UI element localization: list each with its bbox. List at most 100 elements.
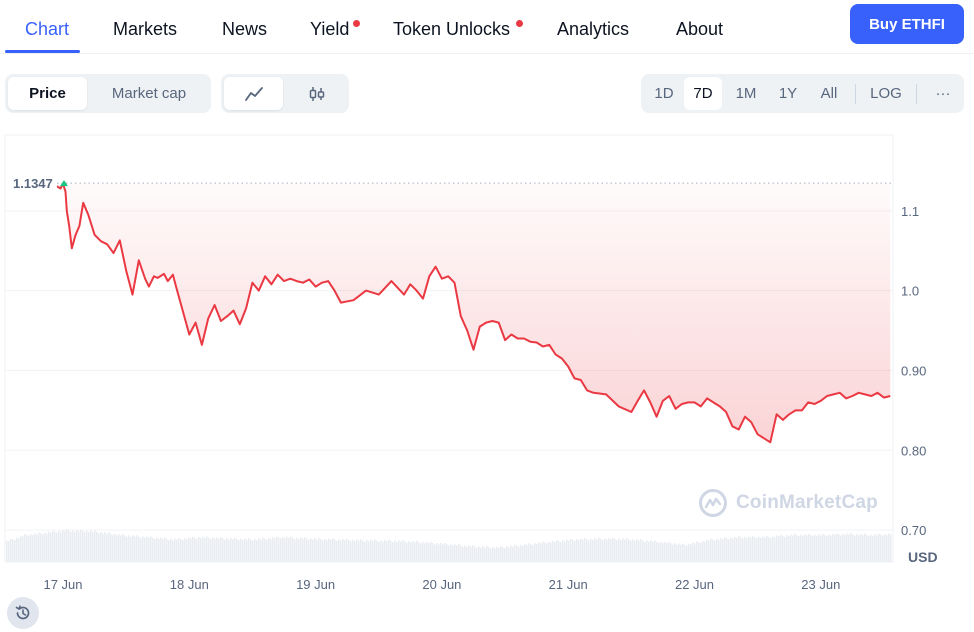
range-1y-button[interactable]: 1Y bbox=[778, 85, 798, 102]
market-cap-toggle-button[interactable]: Market cap bbox=[111, 85, 187, 102]
yield-new-dot bbox=[353, 20, 360, 27]
y-tick-label: 0.80 bbox=[901, 443, 926, 458]
volume-bar bbox=[802, 535, 804, 562]
volume-bar bbox=[270, 538, 272, 562]
volume-bar bbox=[616, 540, 618, 562]
volume-bar bbox=[876, 535, 878, 562]
volume-bar bbox=[402, 540, 404, 562]
volume-bar bbox=[498, 547, 500, 562]
volume-bar bbox=[560, 542, 562, 562]
volume-bar bbox=[32, 535, 34, 562]
volume-bar bbox=[464, 545, 466, 562]
volume-bar bbox=[64, 531, 66, 562]
volume-bar bbox=[746, 538, 748, 562]
volume-bar bbox=[438, 544, 440, 562]
volume-bar bbox=[26, 534, 28, 562]
volume-bar bbox=[658, 543, 660, 562]
volume-bar bbox=[274, 538, 276, 562]
volume-bar bbox=[194, 537, 196, 562]
volume-bar bbox=[772, 536, 774, 562]
price-toggle-button[interactable]: Price bbox=[8, 77, 87, 110]
volume-bar bbox=[412, 540, 414, 562]
volume-bar bbox=[794, 533, 796, 562]
price-chart[interactable]: 1.1347 0.70 0.80 0.90 1.0 1.1 17 Jun 18 Jun 19… bbox=[0, 130, 974, 590]
volume-bar bbox=[14, 539, 16, 562]
volume-bar bbox=[450, 544, 452, 562]
volume-bar bbox=[712, 539, 714, 562]
volume-bar bbox=[854, 535, 856, 562]
volume-bar bbox=[322, 540, 324, 562]
log-scale-button[interactable]: LOG bbox=[870, 85, 902, 102]
volume-bar bbox=[554, 541, 556, 562]
volume-bar bbox=[88, 532, 90, 562]
tab-markets[interactable]: Markets bbox=[113, 19, 178, 39]
volume-bar bbox=[132, 535, 134, 562]
volume-bar bbox=[880, 534, 882, 562]
volume-bar bbox=[448, 545, 450, 562]
volume-bar bbox=[58, 530, 60, 562]
candlestick-chart-button[interactable] bbox=[287, 77, 346, 110]
volume-bar bbox=[324, 538, 326, 562]
volume-bar bbox=[358, 540, 360, 562]
volume-bar bbox=[824, 534, 826, 562]
tab-yield[interactable]: Yield bbox=[310, 19, 350, 39]
volume-bar bbox=[142, 536, 144, 562]
volume-bar bbox=[48, 531, 50, 562]
volume-bar bbox=[832, 533, 834, 562]
volume-bar bbox=[778, 536, 780, 562]
volume-bar bbox=[760, 538, 762, 562]
volume-bar bbox=[378, 541, 380, 562]
volume-bar bbox=[462, 546, 464, 562]
volume-bar bbox=[144, 537, 146, 562]
volume-bar bbox=[816, 535, 818, 562]
volume-bar bbox=[724, 537, 726, 562]
volume-bar bbox=[112, 535, 114, 562]
volume-bar bbox=[234, 537, 236, 562]
volume-bar bbox=[334, 539, 336, 562]
volume-bar bbox=[212, 537, 214, 562]
more-options-button[interactable]: ··· bbox=[935, 85, 951, 102]
volume-bar bbox=[796, 535, 798, 562]
volume-bar bbox=[74, 531, 76, 562]
volume-bar bbox=[70, 531, 72, 562]
volume-bar bbox=[684, 544, 686, 562]
volume-bar bbox=[208, 537, 210, 562]
volume-bar bbox=[532, 545, 534, 562]
buy-button[interactable]: Buy ETHFI bbox=[850, 4, 964, 44]
volume-bar bbox=[754, 537, 756, 562]
tab-news[interactable]: News bbox=[222, 19, 268, 39]
volume-bar bbox=[206, 536, 208, 562]
volume-bar bbox=[862, 535, 864, 562]
range-7d-button[interactable]: 7D bbox=[684, 77, 722, 110]
volume-bar bbox=[838, 534, 840, 562]
volume-bar bbox=[750, 537, 752, 562]
range-all-button[interactable]: All bbox=[820, 85, 838, 102]
history-button[interactable] bbox=[7, 597, 39, 629]
volume-bar bbox=[716, 538, 718, 562]
volume-bar bbox=[814, 534, 816, 562]
volume-bar bbox=[210, 538, 212, 562]
volume-bar bbox=[490, 548, 492, 562]
volume-bar bbox=[266, 539, 268, 562]
volume-bar bbox=[304, 537, 306, 562]
line-chart-button[interactable] bbox=[224, 77, 283, 110]
volume-bar bbox=[138, 536, 140, 562]
range-1m-button[interactable]: 1M bbox=[735, 85, 757, 102]
volume-bar bbox=[184, 538, 186, 562]
tab-token-unlocks[interactable]: Token Unlocks bbox=[393, 19, 511, 39]
volume-bar bbox=[722, 539, 724, 562]
tab-about[interactable]: About bbox=[676, 19, 724, 39]
volume-bar bbox=[436, 543, 438, 562]
range-1d-button[interactable]: 1D bbox=[654, 85, 674, 102]
volume-bar bbox=[808, 533, 810, 562]
y-tick-label: 1.0 bbox=[901, 284, 919, 299]
volume-bar bbox=[828, 534, 830, 562]
volume-bar bbox=[522, 545, 524, 562]
volume-bar bbox=[484, 547, 486, 562]
volume-bar bbox=[384, 539, 386, 562]
volume-bar bbox=[648, 541, 650, 562]
volume-bar bbox=[820, 535, 822, 562]
tab-analytics[interactable]: Analytics bbox=[557, 19, 630, 39]
volume-bar bbox=[256, 540, 258, 562]
tab-chart[interactable]: Chart bbox=[25, 19, 70, 39]
